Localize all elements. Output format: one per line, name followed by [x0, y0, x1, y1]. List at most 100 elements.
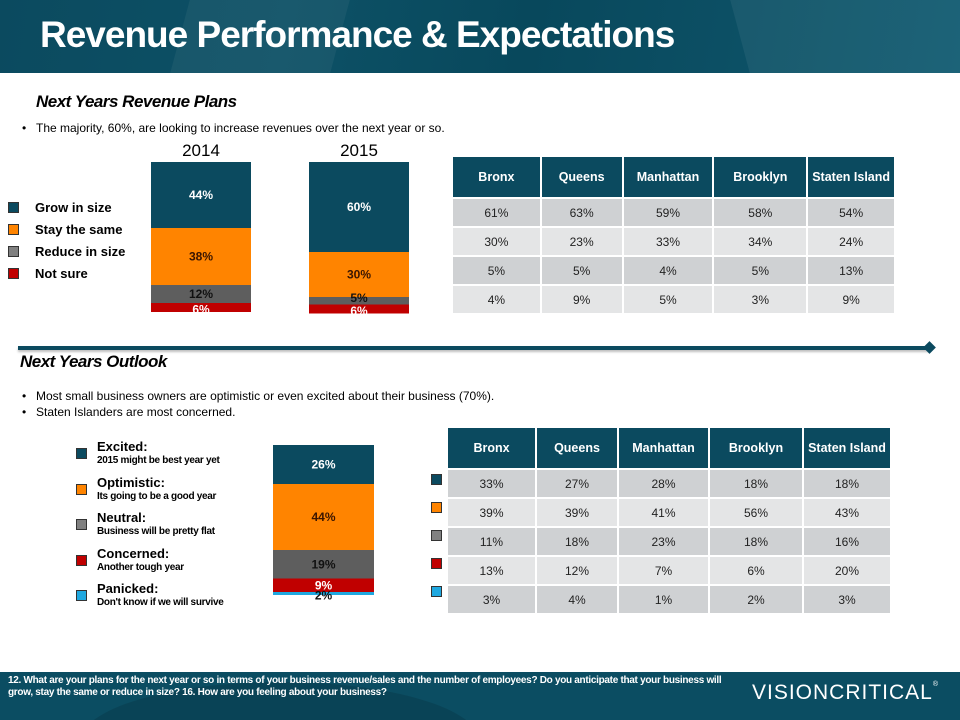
table-cell: 61% [453, 199, 540, 226]
column-header: Queens [537, 428, 617, 468]
table-cell: 9% [808, 286, 894, 313]
table-cell: 12% [537, 557, 617, 584]
table-cell: 5% [714, 257, 807, 284]
column-header: Manhattan [623, 157, 713, 197]
table-cell: 9% [541, 286, 622, 313]
legend-title: Panicked: [97, 581, 159, 597]
outlook-legend: Excited: 2015 might be best year yet Opti… [76, 436, 224, 614]
table-cell: 43% [804, 499, 890, 526]
legend-label: Reduce in size [35, 243, 126, 259]
column-header: Staten Island [804, 428, 890, 468]
red-swatch-icon [431, 558, 442, 569]
table-cell: 16% [804, 528, 890, 555]
table-cell: 5% [623, 286, 713, 313]
bar-segment-stay-the-same [309, 252, 409, 297]
table-cell: 5% [541, 257, 622, 284]
column-header: Brooklyn [714, 157, 807, 197]
table-cell: 11% [448, 528, 535, 555]
red-swatch-icon [8, 267, 19, 279]
footer-banner: 12. What are your plans for the next yea… [0, 672, 960, 720]
table-cell: 13% [808, 257, 894, 284]
legend-title: Excited: [97, 439, 148, 455]
legend-subtitle: Business will be pretty flat [97, 526, 215, 538]
table-cell: 41% [619, 499, 708, 526]
legend-item-concerned: Concerned: Another tough year [76, 543, 223, 579]
table-row: 3% 4% 1% 2% 3% [448, 586, 890, 613]
data-label: 5% [350, 291, 368, 305]
bar-segment-reduce-in-size [309, 297, 409, 305]
gray-swatch-icon [76, 519, 87, 531]
bar-segment-optimistic [273, 484, 374, 550]
table-cell: 56% [710, 499, 802, 526]
table-cell: 28% [619, 470, 708, 497]
table-cell: 4% [453, 286, 540, 313]
header-decoration [730, 0, 960, 73]
legend-subtitle: Don't know if we will survive [97, 597, 224, 609]
legend-title: Concerned: [97, 545, 170, 561]
revenue-stacked-bar-chart: 44%38%12%6%60%30%5%6% [151, 162, 409, 318]
table-cell: 27% [537, 470, 617, 497]
table-row: 33% 27% 28% 18% 18% [448, 470, 890, 497]
logo-text: VISIONCRITICAL [752, 681, 933, 704]
table-cell: 23% [541, 228, 622, 255]
table-header-row: Bronx Queens Manhattan Brooklyn Staten I… [448, 428, 890, 468]
legend-label: Not sure [35, 265, 88, 281]
legend-subtitle: Its going to be a good year [97, 490, 217, 502]
legend-subtitle: 2015 might be best year yet [97, 455, 220, 467]
red-swatch-icon [76, 554, 87, 566]
legend-item-optimistic: Optimistic: Its going to be a good year [76, 472, 223, 508]
table-row: 5% 5% 4% 5% 13% [453, 257, 894, 284]
table-row: 4% 9% 5% 3% 9% [453, 286, 894, 313]
data-label: 26% [311, 458, 335, 472]
orange-swatch-icon [431, 502, 442, 513]
data-label: 2% [315, 589, 333, 603]
table-cell: 4% [537, 586, 617, 613]
teal-swatch-icon [8, 201, 19, 213]
bar-segment-grow-in-size [151, 162, 251, 228]
table-cell: 2% [710, 586, 802, 613]
data-label: 44% [189, 188, 213, 202]
table-header-row: Bronx Queens Manhattan Brooklyn Staten I… [453, 157, 894, 197]
table-cell: 3% [448, 586, 535, 613]
table-cell: 6% [710, 557, 802, 584]
table-row: 61% 63% 59% 58% 54% [453, 199, 894, 226]
table-cell: 18% [710, 470, 802, 497]
bar-segment-neutral [273, 550, 374, 579]
table-cell: 18% [804, 470, 890, 497]
table-cell: 5% [453, 257, 540, 284]
data-label: 38% [189, 250, 213, 264]
bar-segment-reduce-in-size [151, 285, 251, 303]
table-cell: 63% [541, 199, 622, 226]
column-header: Queens [541, 157, 622, 197]
table-cell: 39% [537, 499, 617, 526]
revenue-bullets: The majority, 60%, are looking to increa… [20, 120, 445, 136]
table-cell: 23% [619, 528, 708, 555]
bar-segment-grow-in-size [309, 162, 409, 252]
table-cell: 59% [623, 199, 713, 226]
survey-question-note: 12. What are your plans for the next yea… [8, 675, 722, 698]
legend-item-grow: Grow in size [8, 196, 125, 218]
registered-mark-icon: ® [932, 681, 940, 688]
legend-item-excited: Excited: 2015 might be best year yet [76, 436, 223, 472]
gray-swatch-icon [8, 245, 19, 257]
gray-swatch-icon [431, 530, 442, 541]
table-cell: 20% [804, 557, 890, 584]
bar-segment-excited [273, 445, 374, 484]
legend-item-panicked: Panicked: Don't know if we will survive [76, 578, 224, 614]
data-label: 12% [189, 287, 213, 301]
data-label: 60% [347, 200, 371, 214]
visioncritical-logo: VISIONCRITICAL® [752, 681, 939, 705]
table-row: 13% 12% 7% 6% 20% [448, 557, 890, 584]
section-divider [18, 346, 930, 350]
orange-swatch-icon [8, 223, 19, 235]
revenue-section-title: Next Years Revenue Plans [36, 92, 237, 111]
table-cell: 1% [619, 586, 708, 613]
legend-item-same: Stay the same [8, 218, 125, 240]
outlook-borough-table: Bronx Queens Manhattan Brooklyn Staten I… [446, 426, 892, 615]
data-label: 44% [311, 510, 335, 524]
data-label: 9% [315, 578, 333, 592]
table-row: 39% 39% 41% 56% 43% [448, 499, 890, 526]
table-cell: 18% [710, 528, 802, 555]
table-cell: 54% [808, 199, 894, 226]
table-cell: 13% [448, 557, 535, 584]
